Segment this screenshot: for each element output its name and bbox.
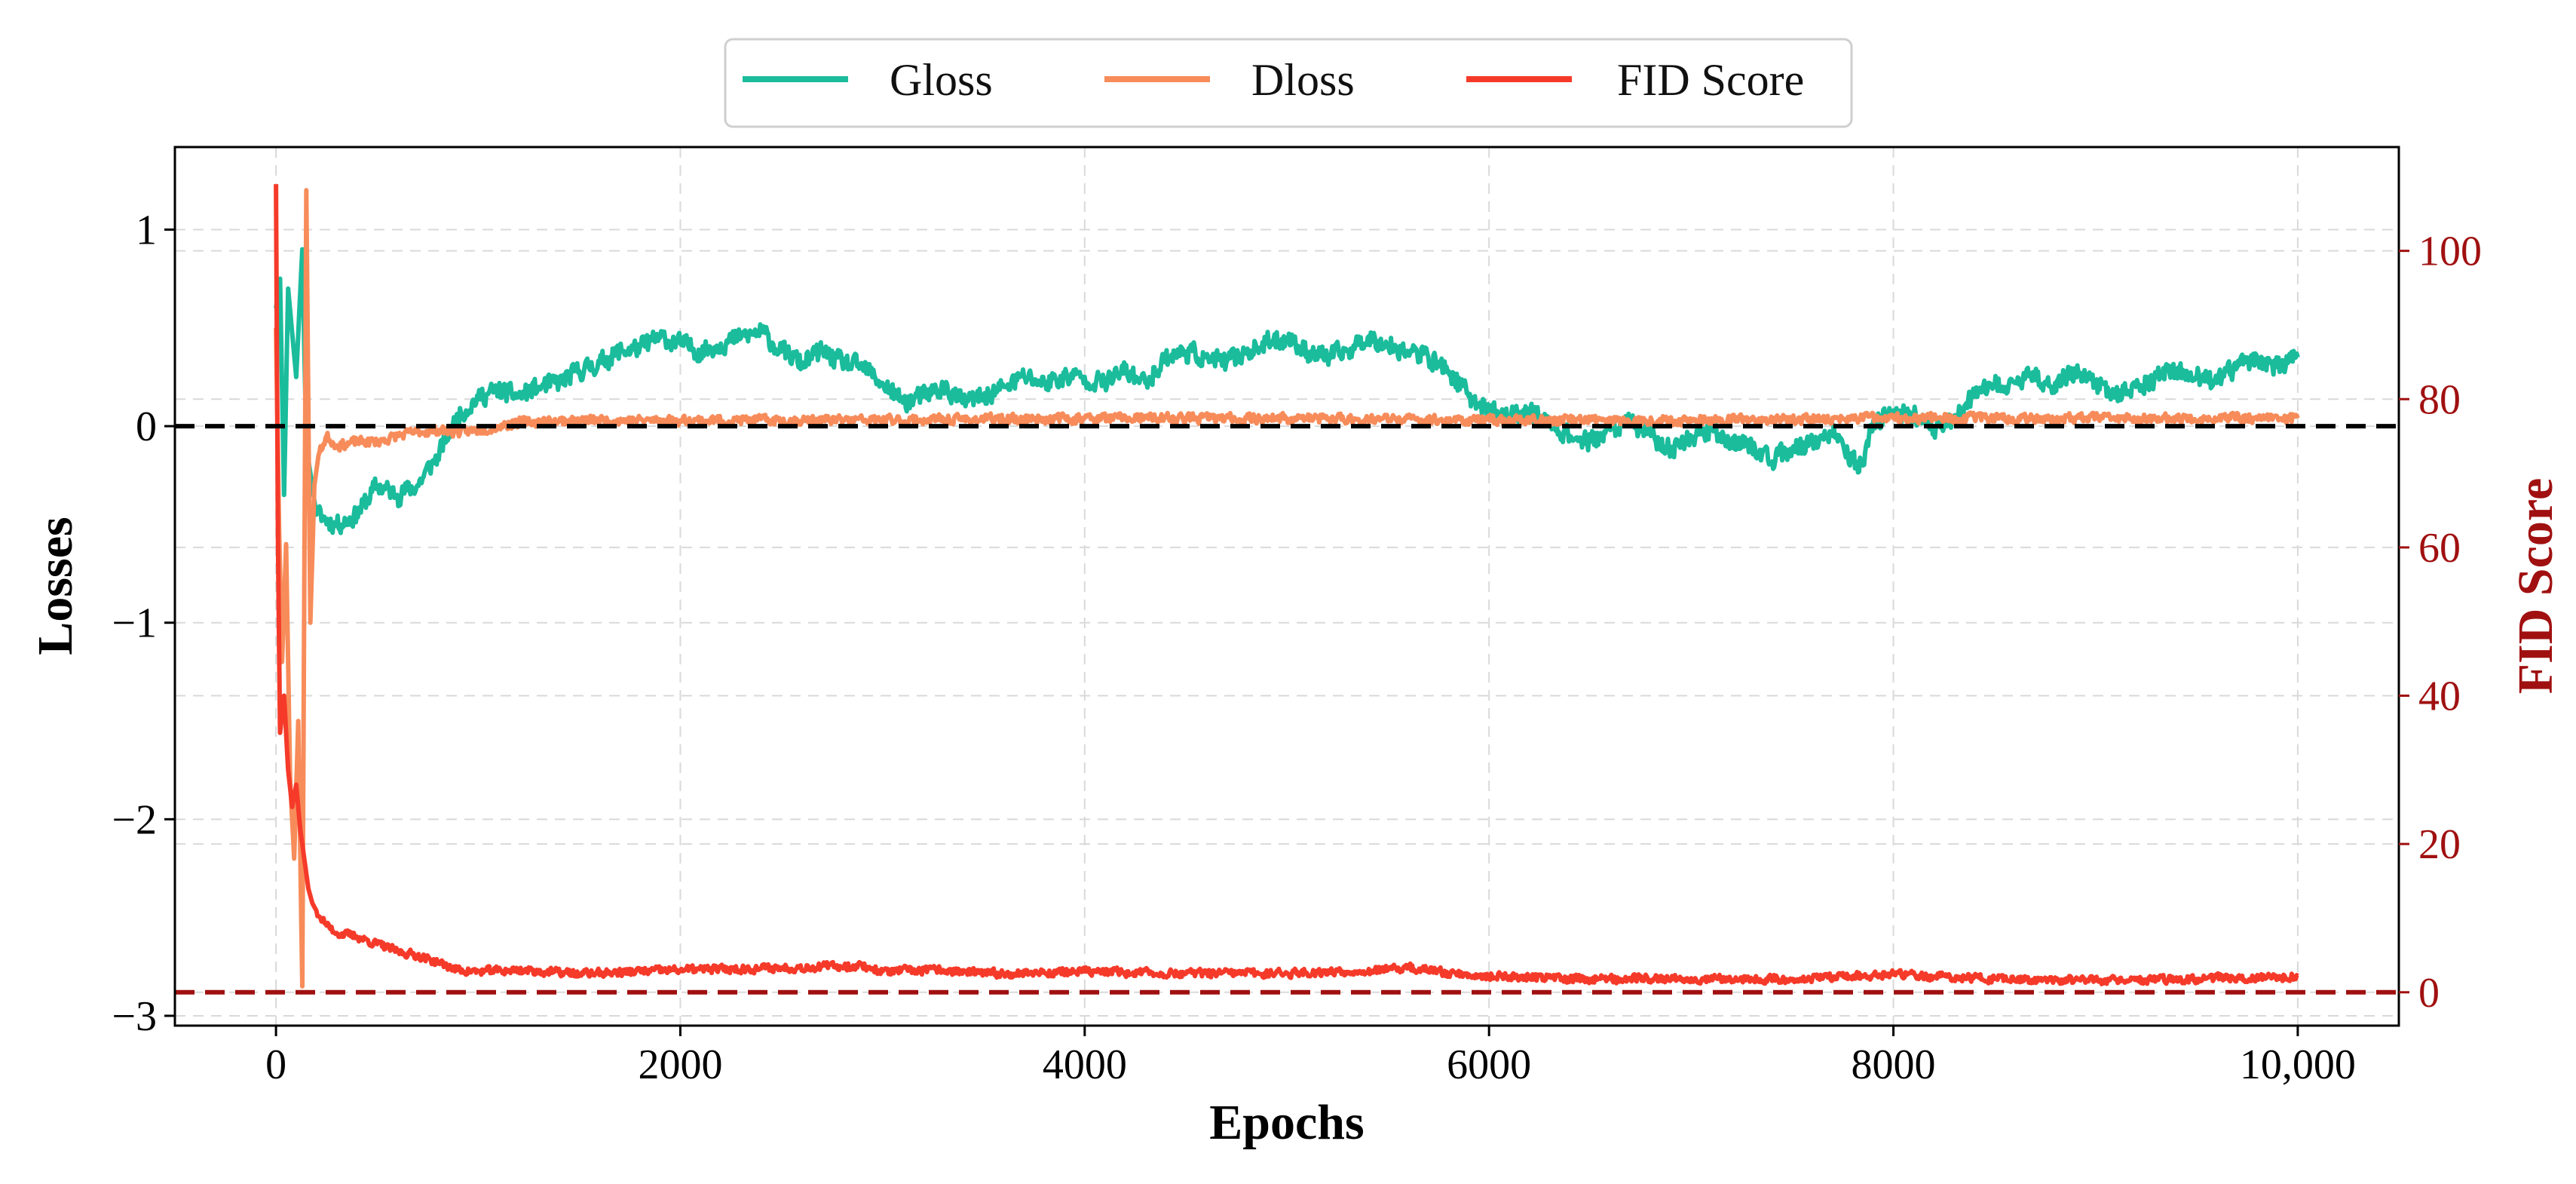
y-right-tick-label: 20 xyxy=(2418,821,2461,868)
legend-box xyxy=(724,38,1853,128)
y-left-axis-ticks: −3 −2 −1 0 1 xyxy=(112,207,175,1040)
y-left-tick-label: −1 xyxy=(112,600,157,647)
legend-label-fid-score: FID Score xyxy=(1617,55,1804,105)
x-axis-title: Epochs xyxy=(1209,1095,1364,1150)
y-right-tick-label: 0 xyxy=(2418,970,2440,1017)
y-right-axis-ticks: 0 20 40 60 80 100 xyxy=(2399,229,2482,1017)
series-line-fid-score xyxy=(274,184,2299,986)
x-tick-label: 0 xyxy=(265,1041,286,1088)
x-tick-label: 6000 xyxy=(1447,1041,1531,1088)
y-right-axis-title: FID Score xyxy=(2508,478,2563,695)
y-right-tick-label: 40 xyxy=(2418,673,2461,720)
y-right-tick-label: 60 xyxy=(2418,525,2461,572)
reference-lines xyxy=(175,424,2399,995)
y-right-tick-label: 100 xyxy=(2418,229,2482,275)
y-left-tick-label: −2 xyxy=(112,796,157,843)
y-left-tick-label: 0 xyxy=(136,403,157,450)
plot-frame xyxy=(173,146,2400,1027)
y-right-tick-label: 80 xyxy=(2418,376,2461,423)
series-line-dloss xyxy=(274,188,2300,989)
plot-lines xyxy=(274,184,2300,989)
legend-label-dloss: Dloss xyxy=(1251,55,1355,105)
legend: Gloss Dloss FID Score xyxy=(724,38,1853,128)
y-left-tick-label: −3 xyxy=(112,993,157,1040)
y-left-axis-title: Losses xyxy=(28,517,83,655)
y-left-tick-label: 1 xyxy=(136,207,157,253)
series-line-gloss xyxy=(274,247,2300,535)
legend-label-gloss: Gloss xyxy=(890,55,993,105)
x-axis-ticks: 0 2000 4000 6000 8000 10,000 xyxy=(265,1026,2356,1088)
x-tick-label: 2000 xyxy=(638,1041,722,1088)
x-tick-label: 10,000 xyxy=(2240,1041,2356,1088)
x-tick-label: 8000 xyxy=(1852,1041,1936,1088)
grid xyxy=(175,147,2399,1026)
x-tick-label: 4000 xyxy=(1043,1041,1127,1088)
